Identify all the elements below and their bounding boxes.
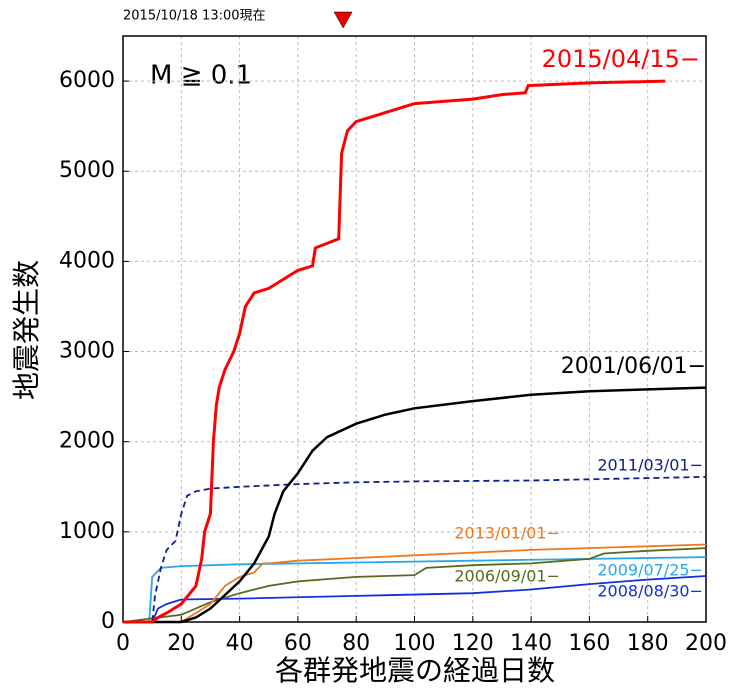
series-label: 2015/04/15− bbox=[542, 45, 700, 73]
current-day-marker bbox=[333, 11, 353, 29]
condition: M ≧ 0.1 bbox=[150, 61, 252, 91]
y-tick-label: 6000 bbox=[59, 68, 115, 93]
y-tick-label: 3000 bbox=[59, 339, 115, 364]
series-line bbox=[123, 556, 707, 623]
x-tick-label: 160 bbox=[568, 631, 610, 656]
series-label: 2006/09/01− bbox=[454, 567, 560, 586]
x-tick-label: 200 bbox=[685, 631, 727, 656]
x-tick-label: 60 bbox=[284, 631, 312, 656]
x-tick-label: 40 bbox=[226, 631, 254, 656]
series-line bbox=[123, 575, 707, 623]
x-tick-label: 0 bbox=[116, 631, 130, 656]
plot-frame bbox=[122, 35, 707, 623]
timestamp: 2015/10/18 13:00現在 bbox=[123, 9, 266, 24]
series-label: 2011/03/01− bbox=[597, 456, 703, 475]
series-line bbox=[123, 476, 707, 623]
x-tick-label: 80 bbox=[342, 631, 370, 656]
y-tick-label: 2000 bbox=[59, 429, 115, 454]
x-tick-label: 140 bbox=[510, 631, 552, 656]
x-tick-label: 100 bbox=[394, 631, 436, 656]
x-tick-label: 120 bbox=[452, 631, 494, 656]
series-label: 2001/06/01− bbox=[561, 354, 706, 379]
series-label: 2013/01/01− bbox=[454, 524, 560, 543]
x-tick-label: 20 bbox=[167, 631, 195, 656]
x-tick-label: 180 bbox=[627, 631, 669, 656]
series-label: 2009/07/25− bbox=[597, 561, 703, 580]
series-line bbox=[123, 79, 666, 624]
series-line bbox=[123, 386, 707, 624]
y-tick-label: 0 bbox=[101, 609, 115, 634]
x-axis-label: 各群発地震の経過日数 bbox=[275, 654, 555, 687]
y-tick-label: 5000 bbox=[59, 158, 115, 183]
series-label: 2008/08/30− bbox=[597, 582, 703, 601]
y-tick-label: 1000 bbox=[59, 519, 115, 544]
series-line bbox=[123, 543, 707, 623]
y-tick-label: 4000 bbox=[59, 248, 115, 273]
y-axis-label: 地震発生数 bbox=[10, 260, 43, 400]
